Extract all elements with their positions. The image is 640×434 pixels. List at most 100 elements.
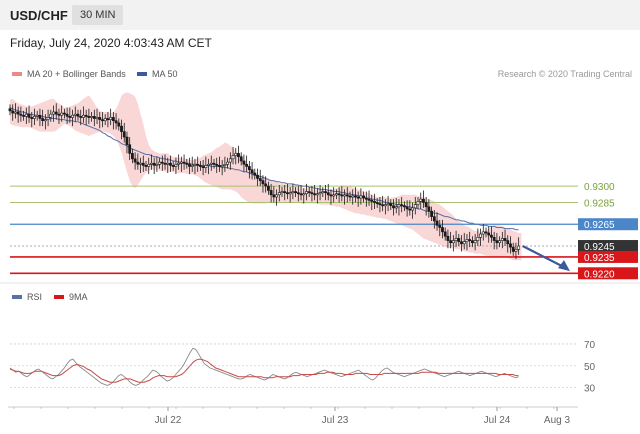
rsi-tick-label: 30: [584, 384, 596, 395]
candle-body: [144, 165, 148, 167]
candle-body: [62, 112, 66, 115]
candle-body: [147, 163, 151, 167]
candle-body: [470, 240, 474, 244]
candle-body: [465, 239, 469, 242]
candle-body: [286, 192, 289, 195]
candle-body: [400, 204, 404, 207]
candle-body: [150, 162, 153, 165]
candle-body: [402, 205, 406, 208]
candle-body: [261, 180, 265, 185]
datetime-label: Friday, July 24, 2020 4:03:43 AM CET: [10, 36, 212, 50]
candle-body: [307, 191, 311, 194]
candle-body: [408, 208, 412, 211]
candle-body: [68, 116, 72, 118]
credit-label: Research © 2020 Trading Central: [498, 69, 632, 79]
candle-body: [174, 163, 178, 167]
candle-body: [446, 235, 450, 241]
candle-body: [171, 165, 175, 167]
candle-body: [41, 118, 45, 121]
level-tag-current: [578, 240, 638, 253]
candle-body: [57, 113, 61, 116]
candle-body: [111, 117, 115, 121]
candle-body: [506, 240, 510, 245]
candle-body: [315, 193, 319, 196]
candle-body: [329, 194, 333, 197]
candle-body: [411, 207, 414, 211]
ma50-legend-label: MA 50: [152, 69, 178, 79]
candle-body: [288, 192, 292, 195]
candle-body: [394, 206, 398, 209]
candle-body: [280, 191, 284, 194]
x-axis-ticks: Jul 22 Jul 23 Jul 24 Aug 3: [13, 407, 571, 426]
candle-body: [340, 194, 344, 197]
candle-body: [24, 113, 28, 117]
candle-body: [432, 216, 436, 222]
candle-body: [166, 162, 170, 165]
candle-body: [82, 114, 85, 118]
candle-body: [215, 163, 219, 166]
candle-body: [476, 237, 480, 241]
candle-body: [14, 111, 17, 114]
candle-body: [266, 185, 270, 191]
candle-body: [163, 162, 167, 165]
candle-body: [454, 238, 458, 241]
candle-body: [326, 192, 330, 196]
candle-body: [38, 114, 42, 119]
candle-body: [76, 113, 80, 117]
candle-body: [500, 238, 504, 241]
candle-body: [514, 249, 518, 252]
candle-body: [152, 162, 156, 166]
candle-body: [389, 203, 393, 207]
candle-body: [373, 201, 376, 203]
candle-body: [264, 183, 268, 187]
candle-body: [92, 116, 96, 119]
candle-body: [356, 196, 360, 199]
timeframe-button[interactable]: 30 MIN: [72, 5, 124, 25]
candle-body: [239, 156, 243, 162]
projection-arrow-head: [558, 260, 570, 272]
candle-body: [383, 204, 387, 207]
candle-body: [332, 194, 336, 197]
candle-body: [190, 165, 194, 167]
candle-body: [49, 113, 53, 118]
candle-body: [430, 210, 434, 217]
x-tick-label: Jul 23: [322, 415, 349, 426]
candle-body: [120, 125, 123, 132]
candle-body: [313, 193, 317, 196]
candle-body: [109, 117, 113, 120]
candle-body: [158, 161, 162, 165]
candle-body: [218, 165, 221, 167]
rsi-grid-layer: 70 50 30: [10, 340, 596, 395]
level-tag-support: [578, 250, 638, 263]
candle-body: [90, 116, 94, 118]
candle-body: [201, 166, 205, 168]
candle-body: [386, 203, 390, 206]
candle-body: [43, 119, 47, 122]
x-tick-label: Aug 3: [544, 415, 571, 426]
level-label: 0.9300: [584, 182, 615, 193]
candle-body: [321, 191, 325, 194]
candle-body: [427, 206, 431, 212]
candle-body: [179, 161, 183, 164]
candle-body: [114, 120, 118, 124]
candle-body: [324, 191, 327, 194]
bollinger-band: [10, 92, 522, 261]
ma50-legend-swatch: [137, 72, 147, 76]
candle-body: [503, 238, 507, 241]
candle-body: [177, 162, 181, 165]
candle-body: [343, 194, 346, 197]
candlestick-layer: [8, 103, 521, 260]
candle-body: [207, 163, 210, 166]
candle-body: [457, 238, 461, 242]
candle-body: [492, 237, 496, 241]
candle-body: [87, 116, 91, 118]
candle-body: [155, 163, 159, 166]
rsi-line: [9, 347, 519, 386]
level-label: 0.9245: [584, 242, 615, 253]
level-label: 0.9285: [584, 198, 615, 209]
candle-body: [22, 114, 26, 117]
candle-body: [60, 112, 64, 116]
candle-body: [451, 240, 455, 244]
candle-body: [98, 117, 102, 120]
candle-body: [65, 113, 69, 117]
